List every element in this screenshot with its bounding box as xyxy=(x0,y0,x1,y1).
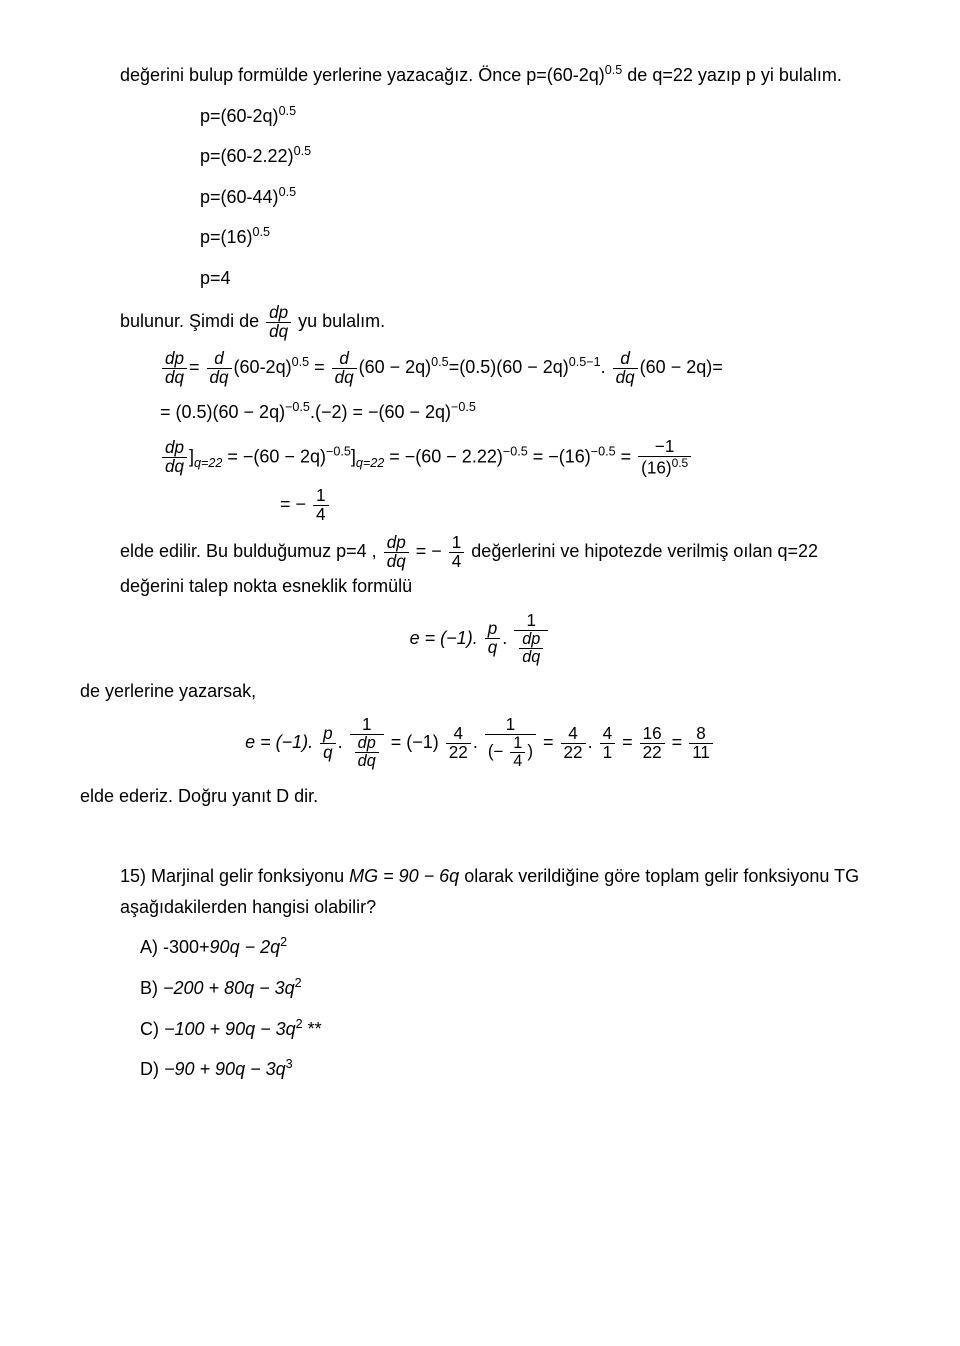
derivation-line: dp dq ]q=22 = −(60 − 2q)−0.5]q=22 = −(60… xyxy=(160,438,880,478)
equation: p=(60-2q)0.5 xyxy=(200,101,880,132)
equation: MG = 90 − 6q xyxy=(349,866,459,886)
text: p=(60-2q) xyxy=(200,106,279,126)
paragraph: bulunur. Şimdi de dp dq yu bulalım. xyxy=(120,304,880,341)
fraction: p q xyxy=(485,620,501,657)
exp: 0.5 xyxy=(253,225,271,239)
fraction: 4 22 xyxy=(446,725,471,762)
text: de yerlerine yazarsak, xyxy=(80,676,880,707)
fraction: 8 11 xyxy=(689,725,713,762)
equation: p=(60-2.22)0.5 xyxy=(200,141,880,172)
fraction: p q xyxy=(320,725,336,762)
equation: p=(16)0.5 xyxy=(200,222,880,253)
text: 15) Marjinal gelir fonksiyonu xyxy=(120,866,349,886)
derivation-block: dp dq = d dq (60-2q)0.5 = d dq (60 − 2q)… xyxy=(160,350,880,387)
fraction: dp dq xyxy=(384,534,409,571)
text: p=4 xyxy=(200,268,231,288)
exp: 0.5 xyxy=(605,63,623,77)
derivation-line: = (0.5)(60 − 2q)−0.5.(−2) = −(60 − 2q)−0… xyxy=(160,397,880,428)
exp: 0.5 xyxy=(279,104,297,118)
paragraph: elde edilir. Bu bulduğumuz p=4 , dp dq =… xyxy=(120,534,880,601)
fraction: 16 22 xyxy=(640,725,665,762)
question-15: 15) Marjinal gelir fonksiyonu MG = 90 − … xyxy=(80,861,880,1085)
paragraph: değerini bulup formülde yerlerine yazaca… xyxy=(120,60,880,91)
text: elde edilir. Bu bulduğumuz p=4 , xyxy=(120,542,382,562)
fraction: 1 4 xyxy=(449,534,465,571)
text: de q=22 yazıp p yi bulalım. xyxy=(622,65,842,85)
fraction: 1 dp dq xyxy=(350,716,384,770)
fraction: d dq xyxy=(613,350,638,387)
text: p=(60-2.22) xyxy=(200,146,294,166)
question-stem: 15) Marjinal gelir fonksiyonu MG = 90 − … xyxy=(120,861,880,922)
equation: p=4 xyxy=(200,263,880,294)
exp: 0.5 xyxy=(279,185,297,199)
option-a: A) -300+90q − 2q2 xyxy=(140,932,880,963)
fraction: dp dq xyxy=(519,631,543,666)
fraction: 1 4 xyxy=(313,487,329,524)
equation: p=(60-44)0.5 xyxy=(200,182,880,213)
fraction: dp dq xyxy=(355,735,379,770)
text: yu bulalım. xyxy=(298,311,385,331)
fraction: dp dq xyxy=(162,439,187,476)
fraction: −1 (16)0.5 xyxy=(638,438,691,478)
fraction: dp dq xyxy=(162,350,187,387)
equation-elasticity: e = (−1). p q . 1 dp dq xyxy=(80,612,880,666)
exp: 0.5 xyxy=(294,144,312,158)
option-c: C) −100 + 90q − 3q2 ** xyxy=(140,1014,880,1045)
text: elde ederiz. Doğru yanıt D dir. xyxy=(80,781,880,812)
fraction: 14 xyxy=(510,735,525,770)
option-b: B) −200 + 80q − 3q2 xyxy=(140,973,880,1004)
option-d: D) −90 + 90q − 3q3 xyxy=(140,1054,880,1085)
text: p=(16) xyxy=(200,227,253,247)
fraction: dp dq xyxy=(266,304,291,341)
fraction: 4 1 xyxy=(600,725,616,762)
equation-evaluation: e = (−1). p q . 1 dp dq = (−1) 4 22 . 1 … xyxy=(80,716,880,770)
derivation-line: = − 1 4 xyxy=(280,487,880,524)
fraction: 4 22 xyxy=(561,725,586,762)
text: p=(60-44) xyxy=(200,187,279,207)
fraction: 1 (− 14) xyxy=(485,716,536,770)
text: değerini bulup formülde yerlerine yazaca… xyxy=(120,65,605,85)
fraction: d dq xyxy=(207,350,232,387)
denominator: dq xyxy=(266,323,291,341)
text: bulunur. Şimdi de xyxy=(120,311,264,331)
fraction: d dq xyxy=(332,350,357,387)
numerator: dp xyxy=(266,304,291,323)
fraction: 1 dp dq xyxy=(514,612,548,666)
